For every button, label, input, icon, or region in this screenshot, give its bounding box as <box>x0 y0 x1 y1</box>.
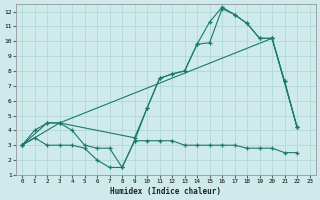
X-axis label: Humidex (Indice chaleur): Humidex (Indice chaleur) <box>110 187 221 196</box>
